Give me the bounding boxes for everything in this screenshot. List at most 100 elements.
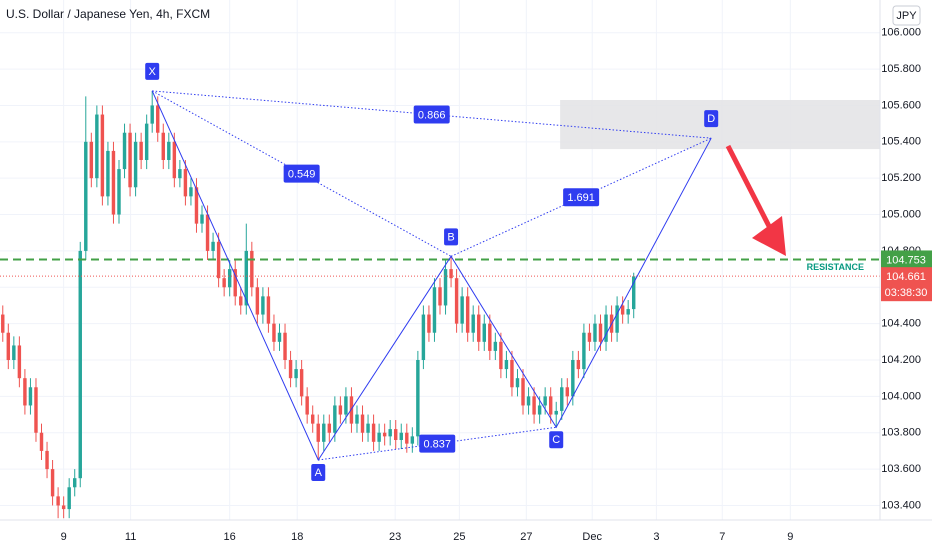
x-tick-label: 27 bbox=[520, 531, 532, 543]
ratio-box bbox=[419, 434, 456, 453]
candle-body bbox=[344, 396, 348, 415]
candle-body bbox=[100, 114, 105, 197]
candle-body bbox=[449, 269, 453, 279]
point-box bbox=[311, 464, 326, 481]
zone-layer bbox=[560, 100, 880, 150]
point-box bbox=[549, 431, 564, 449]
candle-body bbox=[355, 414, 359, 424]
candle-body bbox=[78, 250, 82, 479]
candle-body bbox=[371, 423, 376, 442]
y-tick-label: 106.000 bbox=[881, 27, 921, 39]
candle-body bbox=[34, 387, 38, 433]
candle-body bbox=[239, 296, 243, 306]
candle-body bbox=[499, 341, 503, 370]
candle-body bbox=[482, 323, 486, 342]
candle-body bbox=[604, 314, 608, 342]
ratio-box bbox=[563, 188, 600, 207]
candle-body bbox=[227, 269, 232, 288]
currency-box[interactable] bbox=[892, 5, 921, 26]
candle-body bbox=[272, 323, 276, 342]
x-tick-label: 25 bbox=[453, 531, 465, 543]
candle-body bbox=[333, 405, 337, 433]
candle-body bbox=[6, 332, 11, 360]
price-tags: 104.753 104.661 03:38:30 bbox=[881, 250, 932, 302]
candle-body bbox=[560, 387, 564, 411]
candle-body bbox=[205, 214, 210, 251]
x-tick-label: 9 bbox=[61, 531, 67, 543]
currency[interactable]: JPY bbox=[896, 10, 917, 22]
point-box bbox=[145, 62, 160, 80]
candle-body bbox=[377, 432, 381, 442]
candle-body bbox=[233, 269, 237, 297]
axes: 106.000 105.800 105.600 105.400 105.200 105.0… bbox=[61, 27, 921, 543]
candle-body bbox=[382, 432, 387, 437]
candle-body bbox=[61, 505, 66, 510]
chart-title: U.S. Dollar / Japanese Yen, 4h, FXCM bbox=[6, 7, 210, 21]
x-tick-label: 18 bbox=[291, 531, 303, 543]
y-tick-label: 105.000 bbox=[881, 208, 921, 220]
candle-body bbox=[255, 287, 260, 315]
last-price-label: 104.661 bbox=[886, 271, 926, 283]
y-tick-label: 105.800 bbox=[881, 63, 921, 75]
candle-body bbox=[526, 396, 531, 406]
candle-body bbox=[571, 360, 575, 397]
y-tick-label: 105.200 bbox=[881, 172, 921, 184]
candle-body bbox=[261, 296, 265, 315]
candle-body bbox=[144, 123, 149, 160]
candle-body bbox=[471, 314, 475, 333]
candle-body bbox=[620, 305, 625, 315]
candle-body bbox=[410, 436, 415, 444]
ratio-label: 0.549 bbox=[288, 169, 316, 181]
candle-body bbox=[122, 132, 127, 170]
candle-body bbox=[454, 278, 459, 324]
candle-body bbox=[156, 105, 160, 133]
x-tick-label: 16 bbox=[224, 531, 236, 543]
candle-body bbox=[161, 132, 165, 160]
x-tick-label: 7 bbox=[719, 531, 725, 543]
y-tick-label: 104.400 bbox=[881, 318, 921, 330]
candle-body bbox=[194, 187, 199, 224]
candle-body bbox=[39, 432, 44, 451]
candle-body bbox=[582, 332, 586, 370]
x-tick-label: 3 bbox=[653, 531, 659, 543]
candle-body bbox=[543, 396, 547, 406]
candle-body bbox=[73, 478, 77, 488]
candle-body bbox=[598, 323, 603, 342]
ratio-line bbox=[450, 137, 712, 257]
candle-body bbox=[532, 396, 536, 415]
candle-body bbox=[139, 141, 143, 160]
candle-body bbox=[244, 250, 249, 306]
candle-body bbox=[537, 405, 542, 415]
candle-body bbox=[322, 423, 326, 442]
candle-body bbox=[504, 360, 509, 370]
candle-body bbox=[50, 469, 55, 497]
candle-body bbox=[477, 314, 481, 342]
candle-body bbox=[111, 150, 116, 215]
y-tick-label: 103.600 bbox=[881, 463, 921, 475]
candle-body bbox=[305, 396, 309, 415]
ratio-label: 0.866 bbox=[418, 109, 446, 121]
ratio-label: 0.837 bbox=[423, 439, 451, 451]
candle-body bbox=[366, 423, 370, 433]
ratio-label: 1.691 bbox=[567, 192, 595, 204]
candle-body bbox=[515, 378, 520, 388]
y-tick-label: 105.600 bbox=[881, 99, 921, 111]
candle-body bbox=[67, 487, 71, 510]
candle-body bbox=[493, 341, 498, 351]
candle-body bbox=[421, 314, 426, 360]
candle-body bbox=[288, 360, 293, 379]
point-label: C bbox=[552, 434, 560, 446]
candle-body bbox=[200, 214, 204, 224]
candle-body bbox=[216, 241, 221, 279]
candle-body bbox=[615, 305, 619, 333]
last-price-tag bbox=[881, 267, 932, 302]
candle-body bbox=[327, 423, 332, 433]
level-lines: RESISTANCE bbox=[0, 258, 880, 277]
candle-body bbox=[548, 396, 553, 415]
resistance-label: RESISTANCE bbox=[807, 262, 864, 272]
x-tick-label: 23 bbox=[389, 531, 401, 543]
point-label: B bbox=[447, 231, 454, 243]
